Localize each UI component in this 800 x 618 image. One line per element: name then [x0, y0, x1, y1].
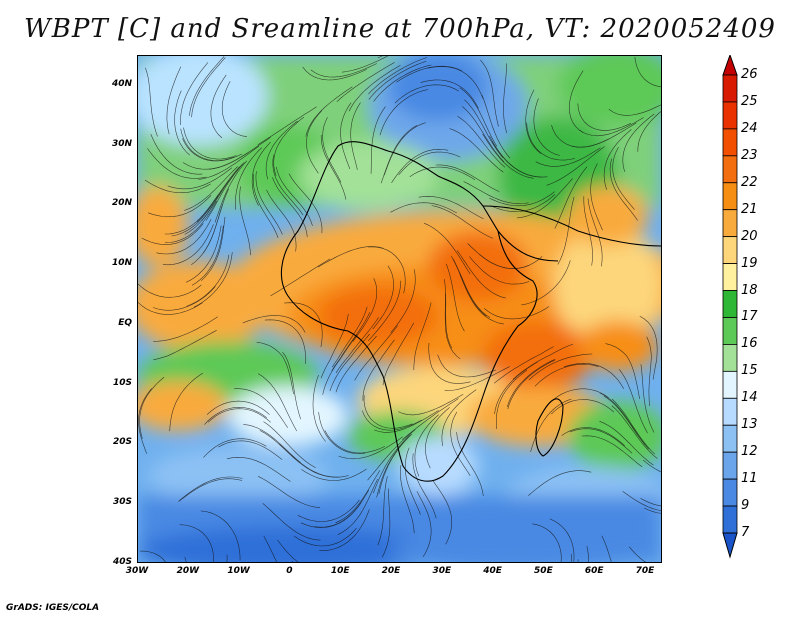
colorbar-segment: [722, 101, 738, 130]
colorbar-segment: [722, 128, 738, 157]
colorbar-segment: [722, 317, 738, 345]
colorbar-segment: [722, 451, 738, 480]
grads-credit: GrADS: IGES/COLA: [6, 603, 100, 613]
map-panel: [137, 55, 662, 563]
colorbar-label: 24: [741, 120, 758, 136]
colorbar-segment: [722, 155, 738, 184]
colorbar-label: 15: [741, 363, 758, 379]
colorbar-segment: [722, 182, 738, 211]
lat-label: 20S: [112, 437, 132, 448]
lon-label: 10W: [227, 566, 250, 576]
lon-label: 10E: [330, 566, 350, 576]
colorbar-segment: [722, 424, 738, 453]
colorbar-label: 26: [741, 67, 758, 82]
colorbar-label: 25: [741, 93, 758, 109]
colorbar-label: 17: [741, 309, 758, 325]
colorbar-label: 16: [741, 336, 758, 352]
colorbar-label: 13: [741, 417, 758, 433]
lat-label: 40S: [112, 556, 132, 567]
coastlines: [280, 141, 661, 482]
lon-label: 50E: [534, 566, 553, 576]
colorbar-bottom-arrow: [722, 532, 738, 559]
lon-label: 20W: [176, 566, 200, 576]
lon-label: 60E: [584, 566, 604, 576]
colorbar-label: 22: [741, 174, 758, 190]
colorbar-segment: [722, 505, 738, 534]
streamlines: [138, 56, 661, 562]
colorbar-segment: [722, 370, 738, 399]
colorbar-label: 14: [741, 390, 758, 406]
colorbar-segment: [722, 290, 738, 318]
colorbar-label: 21: [741, 201, 758, 217]
colorbar-segment: [722, 478, 738, 507]
temperature-field: [138, 56, 661, 562]
colorbar-label: 20: [741, 228, 758, 244]
lat-label: 40N: [111, 79, 132, 89]
wbpt-field-map: [138, 56, 661, 562]
colorbar-label: 19: [741, 255, 758, 271]
colorbar: [722, 55, 738, 559]
lat-label: 30N: [111, 138, 132, 149]
lat-label: 30S: [112, 496, 132, 507]
colorbar-segment: [722, 209, 738, 238]
chart-title: WBPT [C] and Sreamline at 700hPa, VT: 20…: [24, 14, 776, 44]
colorbar-segment: [722, 344, 738, 372]
lon-label: 30W: [125, 566, 149, 576]
lon-label: 70E: [635, 566, 655, 576]
colorbar-label: 12: [741, 444, 758, 460]
lon-label: 30E: [432, 566, 452, 576]
colorbar-segment: [722, 263, 738, 291]
colorbar-label: 18: [741, 282, 758, 298]
colorbar-label: 7: [741, 525, 750, 540]
lat-label: 10N: [111, 258, 132, 269]
colorbar-segment: [722, 74, 738, 103]
lat-label: EQ: [118, 317, 132, 328]
colorbar-segment: [722, 397, 738, 426]
colorbar-label: 23: [741, 147, 758, 163]
colorbar-label: 11: [741, 471, 758, 487]
lat-label: 20N: [111, 198, 132, 209]
colorbar-top-arrow: [722, 55, 738, 76]
lon-label: 20E: [381, 566, 401, 576]
lon-label: 0: [286, 566, 293, 576]
lat-label: 10S: [112, 377, 132, 388]
colorbar-segment: [722, 236, 738, 264]
colorbar-label: 9: [741, 498, 750, 514]
lon-label: 40E: [483, 566, 502, 576]
